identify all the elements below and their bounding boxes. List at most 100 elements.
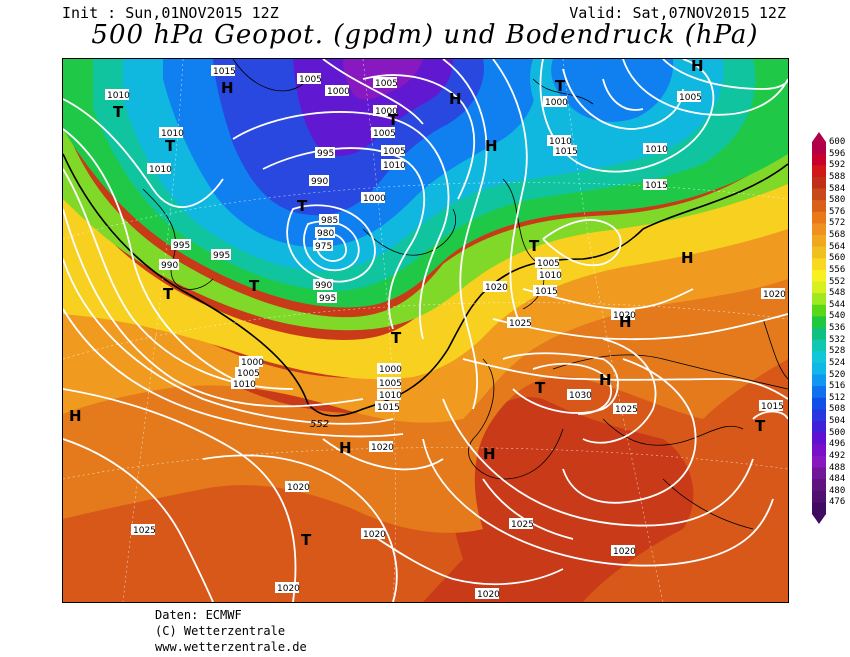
legend-value: 500 bbox=[829, 427, 846, 438]
isobar-label: 995 bbox=[211, 249, 231, 261]
legend-swatch bbox=[812, 246, 826, 259]
svg-text:1000: 1000 bbox=[363, 194, 386, 204]
svg-text:1015: 1015 bbox=[555, 147, 578, 157]
svg-text:1025: 1025 bbox=[511, 520, 534, 530]
credits: Daten: ECMWF (C) Wetterzentrale www.wett… bbox=[155, 607, 307, 655]
svg-text:990: 990 bbox=[311, 177, 328, 187]
svg-text:1015: 1015 bbox=[761, 402, 784, 412]
legend-swatch bbox=[812, 328, 826, 341]
isobar-label: 975 bbox=[313, 240, 333, 252]
legend-value: 516 bbox=[829, 381, 846, 392]
legend-swatch bbox=[812, 142, 826, 155]
svg-text:985: 985 bbox=[321, 216, 338, 226]
legend-value: 540 bbox=[829, 311, 846, 322]
legend-value: 480 bbox=[829, 485, 846, 496]
center-marker: H bbox=[691, 58, 704, 75]
legend-value: 484 bbox=[829, 474, 846, 485]
svg-text:1025: 1025 bbox=[615, 405, 638, 415]
isobar-label: 1020 bbox=[611, 545, 636, 557]
svg-text:1010: 1010 bbox=[379, 391, 402, 401]
isobar-label: 1030 bbox=[567, 389, 592, 401]
svg-text:1010: 1010 bbox=[233, 380, 256, 390]
svg-text:1000: 1000 bbox=[375, 107, 398, 117]
legend-value: 512 bbox=[829, 392, 846, 403]
isobar-label: 990 bbox=[309, 175, 329, 187]
svg-text:1020: 1020 bbox=[613, 311, 636, 321]
svg-text:1030: 1030 bbox=[569, 391, 592, 401]
isobar-label: 1000 bbox=[543, 96, 568, 108]
isobar-label: 1015 bbox=[375, 401, 400, 413]
isobar-label: 1000 bbox=[377, 363, 402, 375]
center-marker: H bbox=[599, 371, 612, 389]
center-marker: H bbox=[483, 445, 496, 463]
svg-text:1025: 1025 bbox=[133, 526, 156, 536]
isobar-label: 1010 bbox=[547, 135, 572, 147]
legend-swatch bbox=[812, 409, 826, 422]
legend-value: 492 bbox=[829, 450, 846, 461]
isobar-label: 990 bbox=[159, 259, 179, 271]
isobar-labels: 1015 1010 1005 1000 1005 1000 1005 1000 … bbox=[105, 65, 786, 600]
init-time: Init : Sun,01NOV2015 12Z bbox=[62, 4, 279, 22]
isobar-label: 1000 bbox=[239, 356, 264, 368]
isobar-label: 1005 bbox=[373, 77, 398, 89]
svg-text:995: 995 bbox=[213, 251, 230, 261]
svg-text:1005: 1005 bbox=[383, 147, 406, 157]
svg-text:1020: 1020 bbox=[277, 584, 300, 594]
isobar-label: 1005 bbox=[235, 367, 260, 379]
svg-text:1010: 1010 bbox=[107, 91, 130, 101]
isobar-label: 1000 bbox=[325, 85, 350, 97]
center-marker: H bbox=[339, 439, 352, 457]
center-marker: T bbox=[113, 103, 124, 121]
center-marker: H bbox=[449, 90, 462, 108]
isobar-label: 1020 bbox=[483, 281, 508, 293]
center-marker: H bbox=[485, 137, 498, 155]
svg-text:1005: 1005 bbox=[237, 369, 260, 379]
legend-value: 568 bbox=[829, 230, 846, 240]
svg-text:1010: 1010 bbox=[539, 271, 562, 281]
center-marker: T bbox=[163, 285, 174, 303]
legend-swatch bbox=[812, 269, 826, 282]
isobar-label: 1025 bbox=[131, 524, 156, 536]
legend-value: 536 bbox=[829, 323, 846, 333]
svg-text:1010: 1010 bbox=[383, 161, 406, 171]
isobar-label: 1020 bbox=[761, 288, 786, 300]
center-marker: T bbox=[535, 379, 546, 397]
legend-value: 584 bbox=[829, 183, 846, 194]
isobar-label: 1020 bbox=[285, 481, 310, 493]
legend-bar bbox=[812, 132, 826, 524]
isobar-label: 1020 bbox=[475, 588, 500, 600]
center-marker: T bbox=[249, 277, 260, 295]
svg-text:1020: 1020 bbox=[371, 443, 394, 453]
legend-value: 548 bbox=[829, 288, 846, 299]
legend-swatch bbox=[812, 374, 826, 387]
isobar-label: 1010 bbox=[159, 127, 184, 139]
isobar-label: 995 bbox=[171, 239, 191, 251]
svg-text:980: 980 bbox=[317, 229, 334, 239]
isobar-label: 995 bbox=[317, 292, 337, 304]
isobar-label: 1015 bbox=[643, 179, 668, 191]
legend-swatch bbox=[812, 339, 826, 352]
legend-swatch bbox=[812, 490, 826, 503]
isobar-label: 1005 bbox=[677, 91, 702, 103]
svg-text:1005: 1005 bbox=[299, 75, 322, 85]
isobar-label: 1010 bbox=[377, 389, 402, 401]
chart-title: 500 hPa Geopot. (gpdm) und Bodendruck (h… bbox=[91, 20, 759, 50]
legend-arrow-bottom bbox=[812, 514, 826, 524]
legend-value: 560 bbox=[829, 253, 846, 264]
isobar-label: 995 bbox=[315, 147, 335, 159]
svg-text:1020: 1020 bbox=[485, 283, 508, 293]
svg-text:1025: 1025 bbox=[509, 319, 532, 329]
legend-value: 596 bbox=[829, 148, 846, 159]
legend-value: 580 bbox=[829, 195, 846, 206]
legend-value: 488 bbox=[829, 462, 846, 473]
svg-text:1005: 1005 bbox=[379, 379, 402, 389]
legend-value: 576 bbox=[829, 206, 846, 217]
svg-text:995: 995 bbox=[319, 294, 336, 304]
svg-text:1010: 1010 bbox=[161, 129, 184, 139]
center-marker: T bbox=[755, 417, 766, 435]
svg-text:1005: 1005 bbox=[373, 129, 396, 139]
isobar-label: 1005 bbox=[377, 377, 402, 389]
isobar-label: 1005 bbox=[381, 145, 406, 157]
legend-swatch bbox=[812, 258, 826, 271]
isobar-label: 1010 bbox=[643, 143, 668, 155]
